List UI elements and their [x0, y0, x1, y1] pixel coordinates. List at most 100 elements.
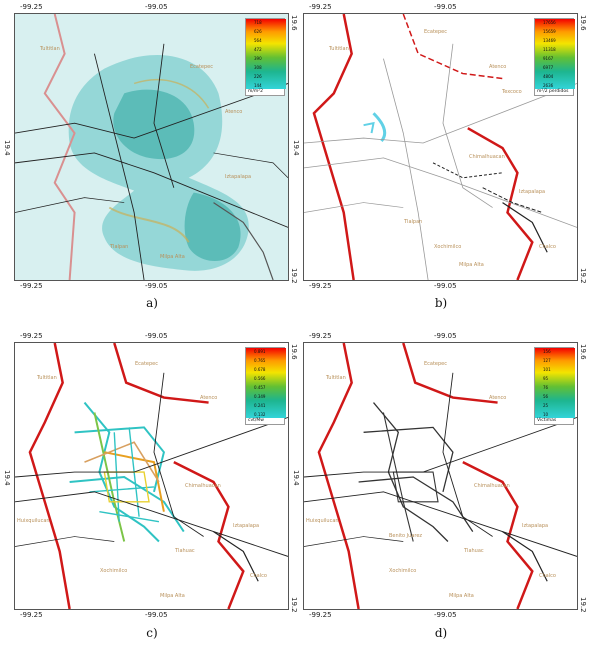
legend-b-level: 17656	[543, 20, 556, 25]
coord-d-left-mid: 19.4	[292, 470, 300, 486]
legend-c-level: 0.765	[254, 358, 266, 363]
legend-c-level: 0.891	[254, 349, 266, 354]
caption-d: d)	[434, 626, 448, 640]
legend-a-level: 144	[254, 83, 262, 88]
legend-d-level: 156	[543, 349, 551, 354]
legend-a-level: 564	[254, 38, 262, 43]
legend-b-level: 2636	[543, 83, 554, 88]
place-label: Atenco	[225, 109, 243, 115]
place-label: Milpa Alta	[160, 593, 185, 599]
place-label: Milpa Alta	[459, 262, 484, 268]
legend-d-level: 56	[543, 394, 549, 399]
place-label: Chalco	[539, 573, 556, 579]
place-label: Tultitlan	[37, 375, 57, 381]
place-label: Xochimilco	[100, 568, 128, 574]
coord-d-right-top: 19.6	[579, 344, 587, 360]
coord-a-top-mid: -99.05	[145, 3, 168, 11]
coord-b-top-mid: -99.05	[434, 3, 457, 11]
place-label: Chimalhuacan	[185, 483, 221, 489]
map-a-canvas	[15, 14, 288, 280]
legend-a: 718 626 564 472 390 308 226 144 m/m²2	[245, 18, 286, 96]
place-label: Ecatepec	[424, 29, 448, 35]
legend-a-level: 390	[254, 56, 262, 61]
place-label: Iztapalapa	[519, 189, 546, 195]
caption-a: a)	[146, 296, 158, 310]
legend-a-gradient	[246, 19, 286, 89]
legend-a-level: 718	[254, 20, 262, 25]
place-label: Texcoco	[502, 89, 522, 95]
coord-a-bottom-left: -99.25	[20, 282, 43, 290]
place-label: Tlahuac	[175, 548, 195, 554]
legend-d: 156 127 101 95 76 56 25 10 Victimas	[534, 347, 575, 425]
map-panel-a: 718 626 564 472 390 308 226 144 m/m²2 Tu…	[14, 13, 289, 281]
coord-b-bottom-left: -99.25	[309, 282, 332, 290]
coord-d-top-mid: -99.05	[434, 332, 457, 340]
coord-b-right-bottom: 19.2	[579, 268, 587, 284]
coord-c-bottom-left: -99.25	[20, 611, 43, 619]
place-label: Ecatepec	[424, 361, 448, 367]
place-label: Benito Juarez	[389, 533, 423, 539]
coord-a-top-left: -99.25	[20, 3, 43, 11]
caption-c: c)	[146, 626, 158, 640]
legend-a-level: 308	[254, 65, 262, 70]
place-label: Chimalhuacan	[474, 483, 510, 489]
map-panel-b: 17656 15659 13469 11318 9167 6977 4804 2…	[303, 13, 578, 281]
legend-b-level: 15659	[543, 29, 556, 34]
legend-c: 0.891 0.765 0.678 0.566 0.457 0.349 0.24…	[245, 347, 286, 425]
legend-b-level: 11318	[543, 47, 556, 52]
place-label: Chimalhuacan	[469, 154, 505, 160]
coord-b-right-top: 19.6	[579, 15, 587, 31]
coord-a-right-top: 19.6	[290, 15, 298, 31]
legend-c-level: 0.132	[254, 412, 266, 417]
coord-a-right-bottom: 19.2	[290, 268, 298, 284]
coord-c-top-mid: -99.05	[145, 332, 168, 340]
legend-d-level: 101	[543, 367, 551, 372]
place-label: Milpa Alta	[160, 254, 185, 260]
legend-c-unit: cvt/Mw	[248, 418, 264, 423]
legend-c-level: 0.457	[254, 385, 266, 390]
map-c-canvas	[15, 343, 288, 609]
legend-c-level: 0.566	[254, 376, 266, 381]
legend-d-level: 95	[543, 376, 549, 381]
map-panel-d: 156 127 101 95 76 56 25 10 Victimas Tult…	[303, 342, 578, 610]
coord-c-left-mid: 19.4	[3, 470, 11, 486]
place-label: Tultitlan	[326, 375, 346, 381]
place-label: Tultitlan	[329, 46, 349, 52]
place-label: Chalco	[539, 244, 556, 250]
place-label: Tultitlan	[40, 46, 60, 52]
coord-b-bottom-mid: -99.05	[434, 282, 457, 290]
legend-b-level: 9167	[543, 56, 554, 61]
legend-b: 17656 15659 13469 11318 9167 6977 4804 2…	[534, 18, 575, 96]
coord-d-bottom-mid: -99.05	[434, 611, 457, 619]
legend-b-unit: m²/2 perdidos	[537, 89, 569, 94]
coord-c-right-bottom: 19.2	[290, 597, 298, 613]
place-label: Tlalpan	[110, 244, 129, 250]
coord-c-bottom-mid: -99.05	[145, 611, 168, 619]
coord-b-left-mid: 19.4	[292, 140, 300, 156]
coord-c-top-left: -99.25	[20, 332, 43, 340]
place-label: Chalco	[250, 573, 267, 579]
legend-d-unit: Victimas	[537, 418, 557, 423]
legend-c-level: 0.678	[254, 367, 266, 372]
legend-d-level: 10	[543, 412, 549, 417]
legend-c-level: 0.349	[254, 394, 266, 399]
legend-d-gradient	[535, 348, 575, 418]
legend-c-level: 0.241	[254, 403, 266, 408]
place-label: Iztapalapa	[225, 174, 252, 180]
place-label: Milpa Alta	[449, 593, 474, 599]
legend-c-gradient	[246, 348, 286, 418]
place-label: Xochimilco	[434, 244, 462, 250]
place-label: Tlahuac	[464, 548, 484, 554]
legend-b-level: 13469	[543, 38, 556, 43]
place-label: Xochimilco	[389, 568, 417, 574]
coord-d-right-bottom: 19.2	[579, 597, 587, 613]
legend-b-level: 6977	[543, 65, 554, 70]
coord-c-right-top: 19.6	[290, 344, 298, 360]
legend-a-level: 226	[254, 74, 262, 79]
legend-d-level: 127	[543, 358, 551, 363]
coord-d-top-left: -99.25	[309, 332, 332, 340]
place-label: Iztapalapa	[522, 523, 549, 529]
place-label: Atenco	[489, 395, 507, 401]
map-panel-c: 0.891 0.765 0.678 0.566 0.457 0.349 0.24…	[14, 342, 289, 610]
coord-a-bottom-mid: -99.05	[145, 282, 168, 290]
